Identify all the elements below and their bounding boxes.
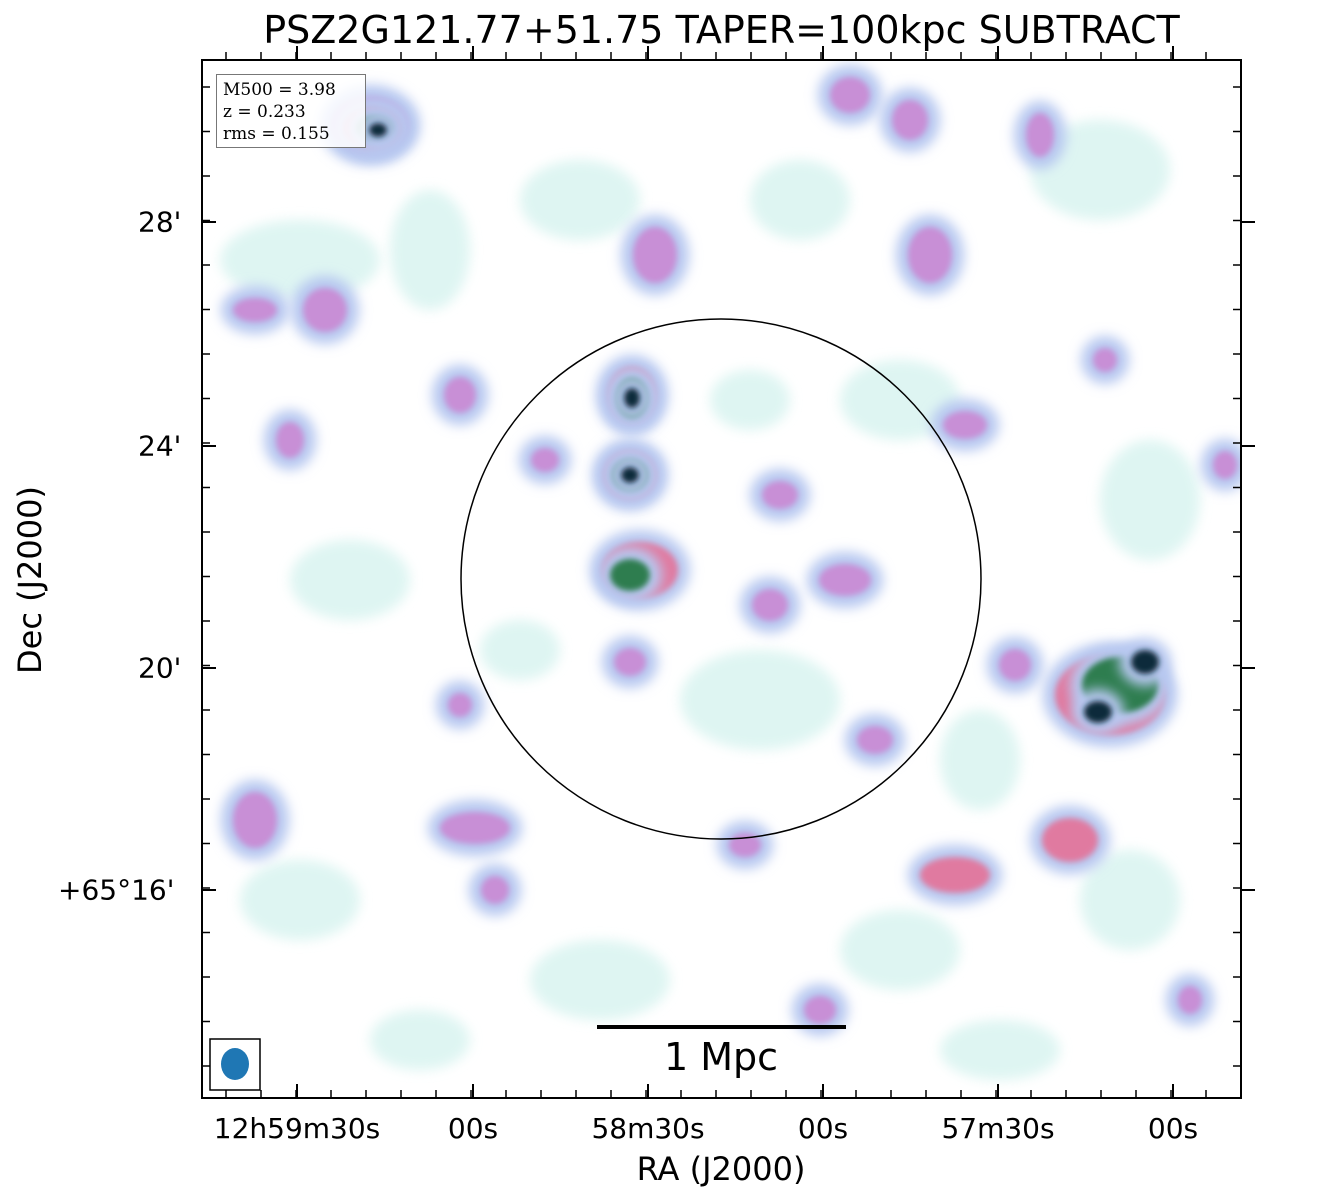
x-axis-label: RA (J2000) — [636, 1150, 806, 1188]
emission-blob — [819, 564, 871, 596]
emission-blob — [999, 649, 1031, 681]
emission-halo — [370, 1010, 470, 1070]
x-tick-label: 00s — [447, 1112, 499, 1145]
emission-blob — [804, 996, 836, 1024]
y-tick-label: +65°16' — [58, 873, 175, 907]
emission-halo — [840, 910, 960, 990]
emission-blob — [448, 693, 472, 717]
scalebar-label: 1 Mpc — [663, 1035, 779, 1079]
emission-blob — [1093, 348, 1117, 372]
m500-text: M500 = 3.98 — [223, 80, 336, 100]
emission-blob — [624, 388, 640, 408]
emission-halo — [240, 860, 360, 940]
y-tick-label: 20' — [138, 651, 182, 685]
emission-blob — [762, 481, 798, 509]
emission-blob — [440, 812, 510, 844]
emission-blob — [621, 467, 639, 483]
emission-blob — [1084, 701, 1112, 723]
r500-circle — [460, 318, 982, 840]
y-axis-label: Dec (J2000) — [11, 486, 49, 674]
emission-blob — [857, 726, 893, 754]
x-tick-label: 57m30s — [941, 1112, 1055, 1145]
emission-blob — [1178, 986, 1202, 1014]
emission-blob — [1213, 451, 1237, 479]
emission-blob — [1042, 818, 1098, 862]
emission-halo — [1080, 850, 1180, 950]
emission-blob — [892, 100, 928, 140]
emission-blob — [276, 422, 304, 458]
beam-ellipse — [221, 1048, 249, 1080]
emission-blob — [531, 448, 559, 472]
emission-blob — [1026, 113, 1054, 157]
emission-halo — [940, 1020, 1060, 1080]
emission-blob — [444, 377, 476, 413]
emission-halo — [680, 650, 840, 750]
emission-halo — [940, 710, 1020, 810]
redshift-text: z = 0.233 — [223, 102, 306, 122]
emission-halo — [520, 160, 640, 240]
emission-blob — [233, 792, 277, 848]
rms-text: rms = 0.155 — [223, 124, 330, 144]
emission-halo — [840, 360, 960, 440]
emission-blob — [752, 589, 788, 621]
emission-halo — [750, 160, 850, 240]
x-tick-label: 00s — [797, 1112, 849, 1145]
x-tick-label: 58m30s — [591, 1112, 705, 1145]
emission-blob — [908, 227, 952, 283]
emission-halo — [1100, 440, 1200, 560]
x-tick-label: 00s — [1147, 1112, 1199, 1145]
emission-halo — [1030, 120, 1170, 220]
emission-blob — [481, 876, 509, 904]
emission-blob — [633, 227, 677, 283]
emission-halo — [710, 370, 790, 430]
emission-blob — [830, 77, 870, 113]
emission-blob — [610, 559, 650, 591]
emission-blob — [920, 857, 990, 893]
emission-blob — [943, 411, 987, 439]
emission-halo — [290, 540, 410, 620]
y-tick-label: 24' — [138, 429, 182, 463]
x-tick-label: 12h59m30s — [213, 1112, 381, 1145]
emission-blob — [303, 288, 347, 332]
emission-blob — [369, 123, 387, 137]
emission-halo — [480, 620, 560, 680]
plot-frame — [201, 59, 1242, 1099]
emission-blob — [233, 298, 277, 322]
emission-blob — [1131, 650, 1159, 674]
emission-blob — [614, 648, 646, 676]
emission-halo — [390, 190, 470, 310]
emission-halo — [530, 940, 670, 1020]
cluster-info-box: M500 = 3.98 z = 0.233 rms = 0.155 — [216, 74, 366, 148]
y-tick-label: 28' — [138, 205, 182, 239]
plot-title: PSZ2G121.77+51.75 TAPER=100kpc SUBTRACT — [263, 8, 1180, 52]
